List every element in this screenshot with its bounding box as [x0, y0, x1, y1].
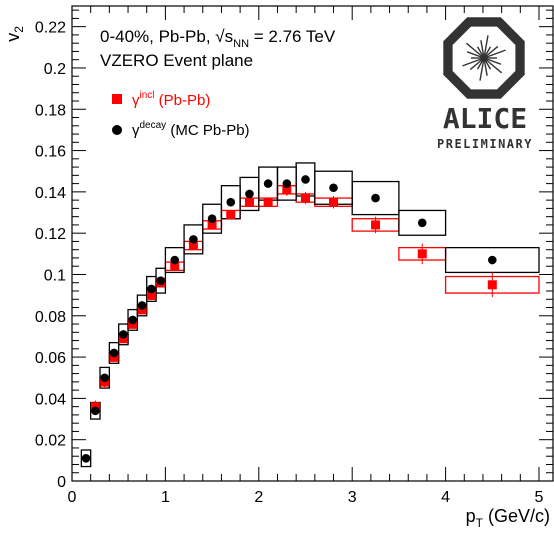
data-point-decay: [81, 453, 91, 463]
y-tick-label: 0.2: [44, 61, 66, 78]
x-tick-label: 2: [254, 489, 263, 506]
y-tick-label: 0.08: [35, 309, 66, 326]
data-point-decay: [282, 179, 292, 188]
logo-ray: [483, 35, 489, 59]
data-point-decay: [100, 373, 109, 383]
y-tick-label: 0.18: [35, 102, 66, 119]
data-point-decay: [487, 255, 497, 265]
logo-ray: [483, 57, 502, 65]
annotation-collision-system: 0-40%, Pb-Pb, √sNN = 2.76 TeV: [100, 27, 336, 50]
sys-box-decay: [183, 224, 204, 255]
x-axis-title: pT (GeV/c): [466, 506, 550, 530]
y-tick-label: 0: [57, 474, 66, 491]
y-tick-label: 0.14: [35, 185, 66, 202]
sys-box-decay: [351, 180, 400, 216]
data-point-decay: [170, 255, 180, 265]
data-point-decay: [119, 330, 128, 339]
data-point-decay: [329, 183, 338, 193]
sys-box-decay: [164, 246, 185, 274]
logo-ray: [469, 57, 485, 71]
data-point-decay: [301, 175, 310, 184]
data-point-decay: [226, 197, 236, 207]
data-point-decay: [156, 276, 166, 285]
alice-logo-icon: ALICE PRELIMINARY: [437, 17, 533, 151]
data-point-decay: [207, 214, 217, 224]
sys-box-decay: [80, 449, 92, 468]
logo-ray: [476, 57, 485, 70]
x-tick-label: 5: [535, 489, 544, 506]
logo-ray: [483, 46, 492, 59]
legend-label-decay: γdecay (MC Pb-Pb): [132, 120, 250, 139]
data-point-decay: [417, 218, 427, 228]
logo-ray: [466, 51, 485, 59]
data-markers: [81, 175, 497, 463]
logo-name: ALICE: [443, 102, 527, 135]
logo-tag: PRELIMINARY: [437, 137, 533, 151]
logo-ray: [483, 57, 492, 70]
plot-frame: [71, 5, 554, 482]
systematic-boxes: [80, 162, 540, 468]
x-tick-label: 1: [161, 489, 170, 506]
data-point-inclusive: [188, 241, 198, 251]
sys-box-decay: [118, 323, 129, 346]
y-tick-label: 0.02: [35, 433, 66, 450]
legend-label-inclusive: γincl (Pb-Pb): [132, 90, 210, 109]
data-point-decay: [189, 235, 198, 244]
data-point-inclusive: [170, 261, 180, 271]
data-point-decay: [263, 179, 273, 188]
axis-tick-labels: 0 1 2 3 4 5 0 0.02 0.04 0.06 0.08 0.1 0.12 0.14 0.16 0.…: [35, 20, 544, 506]
data-point-inclusive: [329, 197, 339, 207]
sys-box-decay: [108, 341, 120, 364]
sys-box-decay: [155, 267, 167, 294]
data-point-inclusive: [226, 210, 236, 220]
data-point-inclusive: [207, 220, 217, 230]
y-tick-label: 0.06: [35, 350, 66, 367]
y-tick-label: 0.22: [35, 20, 66, 37]
legend-marker-decay: [112, 125, 122, 135]
y-axis-title: v2: [3, 26, 26, 42]
y-tick-label: 0.04: [35, 391, 66, 408]
axis-ticks: [71, 6, 553, 482]
data-point-decay: [137, 301, 147, 310]
x-tick-label: 0: [68, 489, 77, 506]
sys-box-decay: [136, 294, 148, 317]
data-point-decay: [91, 406, 100, 416]
data-point-decay: [109, 348, 119, 358]
data-point-inclusive: [300, 193, 310, 203]
data-point-inclusive: [244, 197, 254, 207]
data-point-inclusive: [282, 185, 292, 195]
logo-ray: [483, 45, 499, 59]
logo-ray: [483, 57, 503, 74]
legend-marker-inclusive: [112, 94, 122, 104]
annotation-event-plane: VZERO Event plane: [100, 51, 253, 70]
y-tick-label: 0.16: [35, 144, 66, 161]
logo-ray: [480, 40, 485, 59]
logo-ray: [465, 42, 485, 59]
legend: γincl (Pb-Pb) γdecay (MC Pb-Pb): [112, 90, 250, 139]
data-point-inclusive: [263, 197, 273, 207]
logo-ray: [462, 57, 485, 67]
y-tick-label: 0.12: [35, 226, 66, 243]
sys-box-decay: [127, 308, 139, 331]
x-tick-label: 3: [348, 489, 357, 506]
data-point-inclusive: [371, 220, 381, 230]
data-point-inclusive: [487, 280, 497, 290]
sys-box-decay: [398, 209, 447, 236]
logo-ray: [483, 49, 506, 59]
x-tick-label: 4: [441, 489, 450, 506]
logo-ray: [479, 57, 485, 81]
data-point-decay: [245, 189, 254, 199]
data-point-decay: [128, 315, 138, 325]
sys-box-decay: [444, 246, 540, 274]
data-point-inclusive: [146, 290, 156, 300]
data-point-decay: [371, 193, 380, 203]
logo-ray: [476, 46, 485, 59]
logo-ray: [483, 57, 488, 76]
y-tick-label: 0.1: [44, 267, 66, 284]
data-point-decay: [147, 284, 156, 294]
data-point-inclusive: [417, 249, 427, 259]
